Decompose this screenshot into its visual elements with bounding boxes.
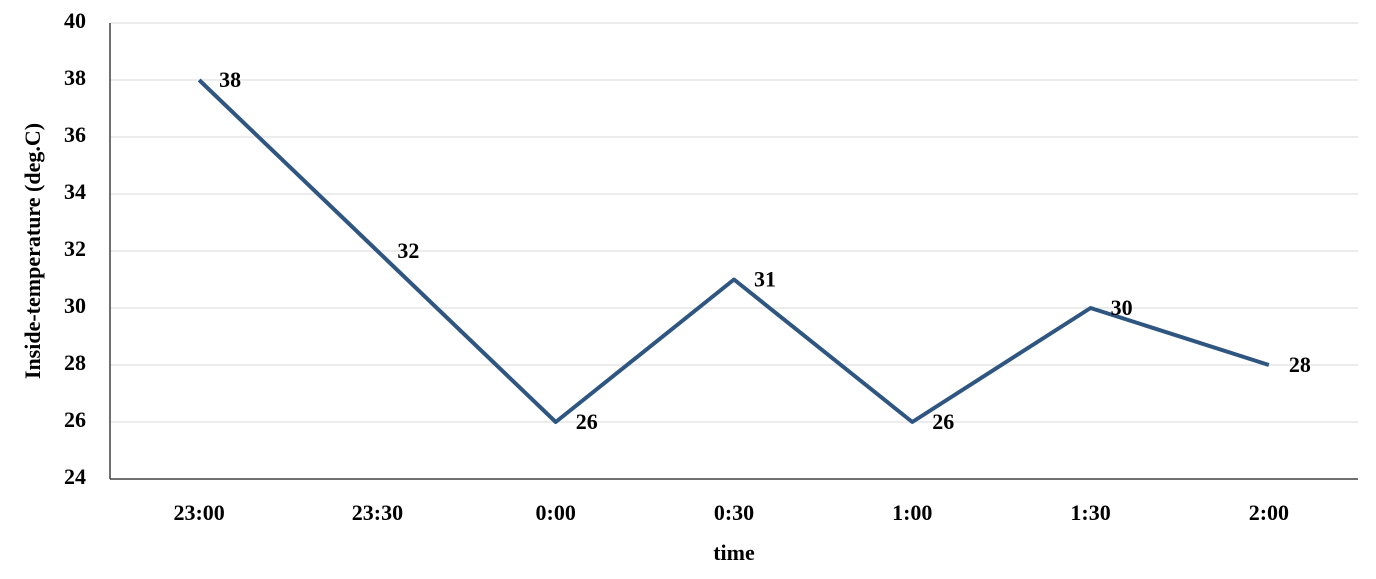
y-tick-label: 28 [64,350,86,375]
data-label: 38 [219,67,241,92]
y-tick-label: 32 [64,236,86,261]
x-tick-label: 1:00 [892,500,932,525]
y-tick-label: 26 [64,407,86,432]
x-tick-label: 1:30 [1070,500,1110,525]
x-tick-label: 0:30 [714,500,754,525]
x-tick-label: 2:00 [1249,500,1289,525]
x-axis-title: time [713,540,755,565]
x-tick-label: 0:00 [536,500,576,525]
y-tick-label: 24 [64,464,86,489]
data-label: 30 [1111,295,1133,320]
data-label: 26 [576,409,598,434]
data-label: 28 [1289,352,1311,377]
data-line [197,78,1270,424]
data-label: 32 [397,238,419,263]
y-tick-label: 36 [64,122,86,147]
y-tick-label: 34 [64,179,86,204]
y-tick-label: 40 [64,8,86,33]
x-tick-label: 23:00 [173,500,224,525]
data-label: 31 [754,267,776,292]
y-tick-label: 30 [64,293,86,318]
x-tick-label: 23:30 [352,500,403,525]
data-label: 26 [932,409,954,434]
y-tick-label: 38 [64,65,86,90]
y-axis-title: Inside-temperature (deg.C) [20,123,45,379]
